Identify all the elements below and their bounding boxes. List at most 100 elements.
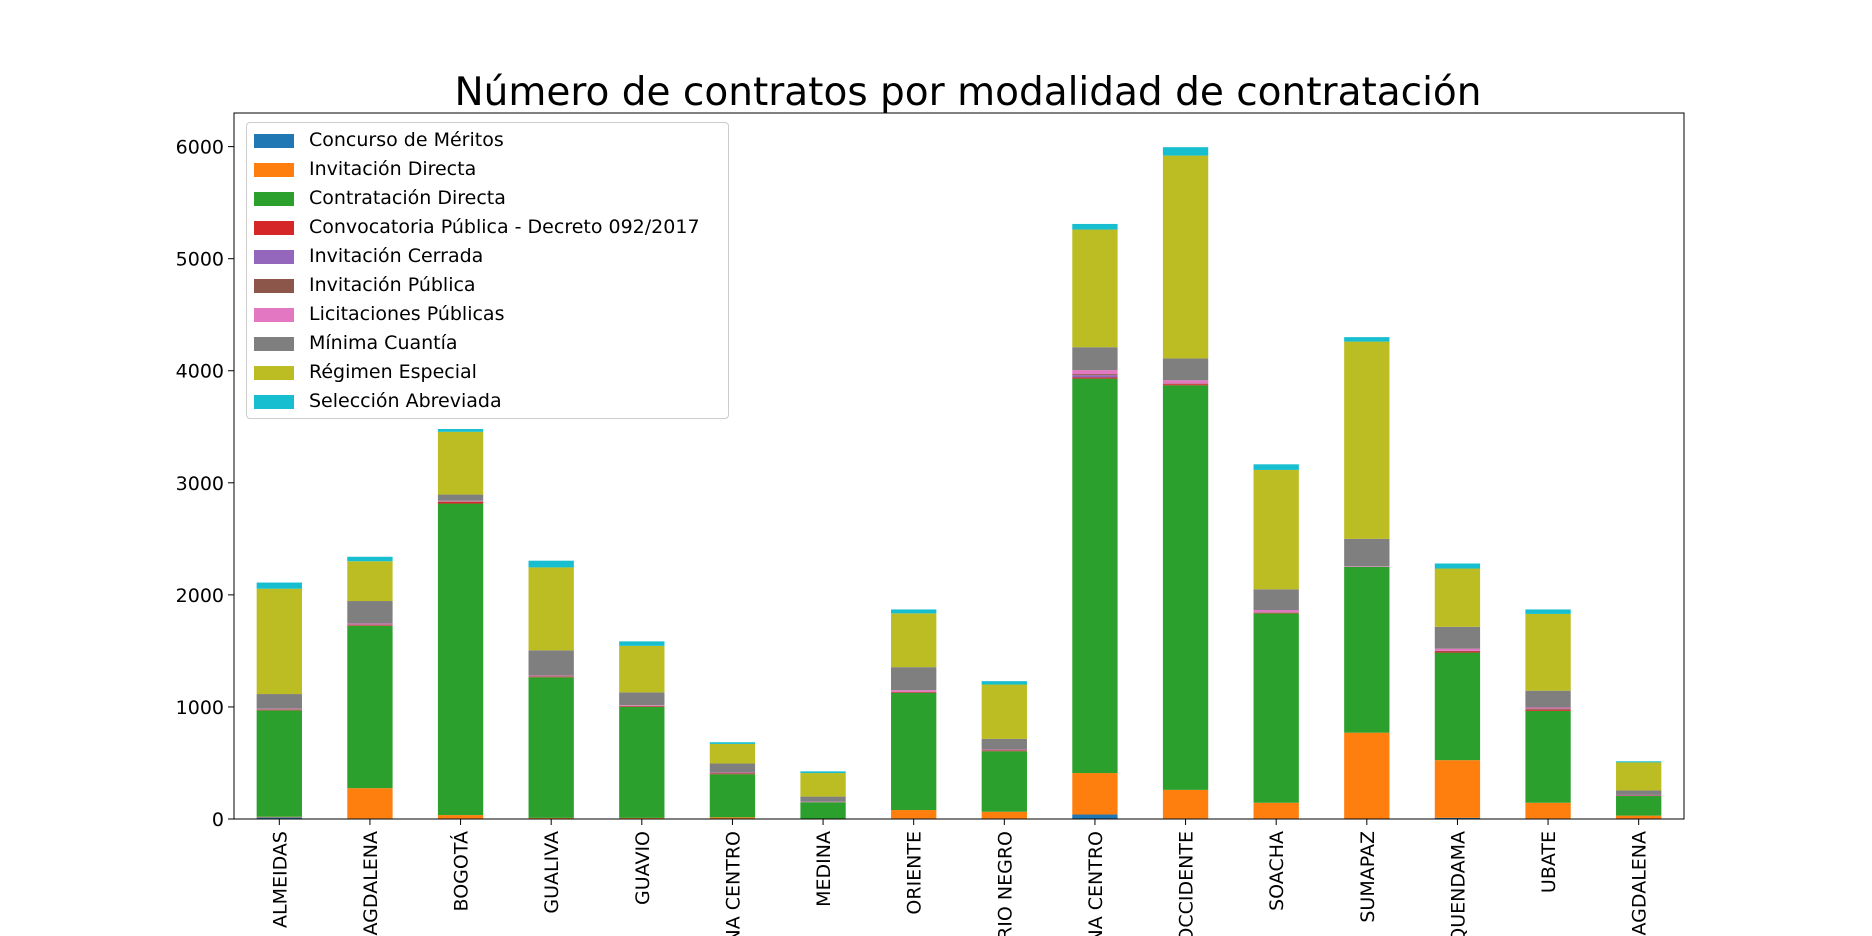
- bar-segment: [709, 772, 756, 774]
- y-tick-label: 4000: [176, 361, 224, 383]
- x-tick-label: MAGDALENA: [1629, 831, 1651, 936]
- bar-segment: [256, 817, 302, 819]
- legend-label: Invitación Pública: [309, 274, 476, 296]
- bar-segment: [1072, 370, 1118, 375]
- bar-segment: [709, 743, 756, 764]
- bar-segment: [709, 773, 756, 774]
- bar-segment: [981, 681, 1027, 685]
- bar-segment: [528, 676, 574, 677]
- legend-item: Invitación Pública: [247, 273, 728, 297]
- bar-segment: [1525, 709, 1571, 711]
- bar-segment: [800, 801, 846, 803]
- bar-segment: [1525, 707, 1571, 709]
- bar-segment: [981, 738, 1027, 750]
- bar-segment: [1525, 802, 1571, 819]
- x-tick-label: SOACHA: [1266, 831, 1288, 911]
- bar-segment: [437, 431, 484, 495]
- bar-segment: [981, 750, 1027, 751]
- bar-segment: [1616, 795, 1662, 797]
- bar-segment: [619, 817, 665, 819]
- bar-segment: [1525, 690, 1571, 708]
- bar-segment: [1162, 147, 1209, 156]
- bar-segment: [528, 567, 574, 651]
- bar-segment: [1072, 377, 1118, 379]
- legend-item: Concurso de Méritos: [247, 128, 728, 152]
- bar-segment: [1616, 762, 1662, 791]
- x-tick-label: OCCIDENTE: [1176, 831, 1198, 936]
- bar-segment: [1434, 626, 1481, 649]
- plot-frame: [233, 112, 1685, 820]
- bar-segment: [1072, 773, 1118, 815]
- bar-segment: [1344, 341, 1390, 539]
- bar-segment: [1162, 385, 1209, 790]
- bar-segment: [1253, 469, 1299, 590]
- legend-label: Convocatoria Pública - Decreto 092/2017: [309, 216, 700, 238]
- bar-segment: [709, 763, 756, 773]
- bar-segment: [619, 692, 665, 706]
- bar-segment: [1434, 568, 1481, 627]
- bar-segment: [1616, 815, 1662, 819]
- bar-segment: [437, 815, 484, 819]
- bar-segment: [1253, 612, 1299, 613]
- bar-segment: [891, 609, 937, 614]
- bar-segment: [437, 501, 484, 504]
- bar-segment: [437, 494, 484, 501]
- bar-segment: [1162, 380, 1209, 384]
- legend-label: Selección Abreviada: [309, 390, 502, 412]
- bar-segment: [1162, 789, 1209, 819]
- bar-segment: [347, 623, 393, 625]
- bar-segment: [619, 641, 665, 646]
- bar-segment: [528, 676, 574, 678]
- bar-segment: [1072, 223, 1118, 230]
- bar-segment: [347, 625, 393, 789]
- bar-segment: [1434, 760, 1481, 818]
- bar-segment: [709, 773, 756, 775]
- bar-segment: [347, 561, 393, 602]
- bar-segment: [891, 810, 937, 819]
- bar-segment: [528, 560, 574, 568]
- bar-segment: [1253, 589, 1299, 611]
- x-tick-label: SABANA CENTRO: [722, 831, 744, 936]
- legend-label: Licitaciones Públicas: [309, 303, 505, 325]
- y-tick-label: 5000: [176, 249, 224, 271]
- bar-segment: [891, 692, 937, 811]
- legend-swatch: [254, 337, 294, 351]
- bar-segment: [1525, 613, 1571, 691]
- bar-segment: [891, 690, 937, 692]
- bar-segment: [981, 751, 1027, 812]
- x-tick-label: TEQUENDAMA: [1447, 831, 1469, 936]
- bar-segment: [1344, 337, 1390, 342]
- legend-swatch: [254, 134, 294, 148]
- bar-segment: [1434, 651, 1481, 653]
- legend-swatch: [254, 279, 294, 293]
- x-tick-label: BOGOTÁ: [450, 831, 473, 911]
- bar-segment: [1344, 566, 1390, 733]
- bar-segment: [800, 802, 846, 819]
- bar-segment: [256, 694, 302, 709]
- x-tick-label: ORIENTE: [904, 831, 926, 915]
- legend-label: Invitación Directa: [309, 158, 477, 180]
- bar-segment: [256, 582, 302, 589]
- bar-segment: [1072, 374, 1118, 376]
- y-tick-label: 1000: [176, 697, 224, 719]
- bar-segment: [256, 710, 302, 817]
- bar-segment: [1072, 378, 1118, 774]
- y-tick-label: 6000: [176, 137, 224, 159]
- bar-segment: [1434, 652, 1481, 761]
- bar-segment: [1434, 817, 1481, 819]
- bar-segment: [1072, 375, 1118, 378]
- bar-segment: [1616, 796, 1662, 816]
- legend: Concurso de Méritos Invitación Directa Con…: [246, 122, 729, 419]
- x-tick-label: GUALIVA: [541, 831, 563, 914]
- bar-segment: [1434, 563, 1481, 569]
- bar-segment: [1434, 648, 1481, 651]
- bar-segment: [256, 709, 302, 711]
- legend-swatch: [254, 250, 294, 264]
- bar-segment: [891, 692, 937, 693]
- x-tick-label: RIO NEGRO: [994, 831, 1016, 936]
- bar-segment: [1072, 814, 1118, 819]
- bar-segment: [256, 816, 302, 818]
- bar-segment: [1344, 566, 1390, 567]
- bar-segment: [256, 709, 302, 710]
